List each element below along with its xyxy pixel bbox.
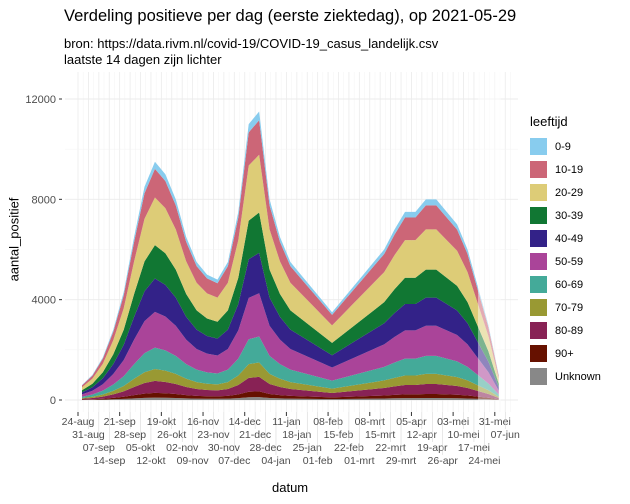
x-tick-label: 22-mrt: [375, 442, 405, 454]
legend-label: 40-49: [555, 232, 584, 245]
legend-label: 50-59: [555, 255, 584, 268]
x-tick-label: 05-apr: [396, 416, 427, 428]
legend-item: 60-69: [530, 273, 601, 296]
x-tick-label: 26-apr: [428, 455, 459, 467]
legend-item: 0-9: [530, 135, 601, 158]
legend-item: 50-59: [530, 250, 601, 273]
x-tick-label: 12-okt: [136, 455, 165, 467]
x-tick-label: 11-jan: [272, 416, 301, 428]
x-tick-label: 31-mei: [479, 416, 511, 428]
area-50-59: [82, 293, 499, 397]
chart-title: Verdeling positieve per dag (eerste ziek…: [64, 7, 517, 25]
x-tick-label: 28-dec: [250, 442, 282, 454]
area-80-89: [82, 376, 499, 400]
legend-item: 80-89: [530, 319, 601, 342]
x-tick-label: 30-nov: [208, 442, 241, 454]
legend-item: 20-29: [530, 181, 601, 204]
x-tick-label: 05-okt: [126, 442, 155, 454]
legend-key: [530, 276, 547, 293]
legend-item: 40-49: [530, 227, 601, 250]
x-tick-label: 10-mei: [447, 429, 479, 441]
x-tick-label: 08-mrt: [355, 416, 385, 428]
x-tick-label: 25-jan: [293, 442, 322, 454]
x-tick-label: 07-sep: [83, 442, 115, 454]
legend-key: [530, 138, 547, 155]
legend-label: 80-89: [555, 324, 584, 337]
x-tick-label: 19-apr: [417, 442, 448, 454]
legend-key: [530, 230, 547, 247]
legend-label: 30-39: [555, 209, 584, 222]
legend-label: 0-9: [555, 140, 571, 153]
legend-key: [530, 184, 547, 201]
x-tick-label: 14-sep: [93, 455, 125, 467]
legend-key: [530, 253, 547, 270]
legend-key: [530, 299, 547, 316]
area-60-69: [82, 336, 499, 399]
x-axis-label: datum: [272, 480, 309, 495]
y-tick-label: 4000: [32, 295, 56, 307]
x-tick-label: 18-jan: [282, 429, 311, 441]
legend-item: 90+: [530, 342, 601, 365]
y-tick-label: 8000: [32, 194, 56, 206]
x-tick-label: 19-okt: [147, 416, 176, 428]
x-tick-label: 24-mei: [468, 455, 500, 467]
legend-label: Unknown: [555, 370, 601, 383]
x-tick-label: 07-jun: [491, 429, 520, 441]
x-tick-label: 14-dec: [229, 416, 261, 428]
area-90+: [82, 391, 499, 400]
x-tick-label: 01-feb: [303, 455, 333, 467]
chart-subtitle-source: bron: https://data.rivm.nl/covid-19/COVI…: [64, 36, 439, 51]
area-70-79: [82, 362, 499, 399]
x-tick-label: 09-nov: [177, 455, 210, 467]
x-tick-label: 03-mei: [437, 416, 469, 428]
legend-item: 30-39: [530, 204, 601, 227]
x-tick-label: 29-mrt: [386, 455, 416, 467]
y-tick-label: 0: [50, 395, 56, 407]
area-30-39: [82, 212, 499, 393]
legend-item: 70-79: [530, 296, 601, 319]
legend-key: [530, 322, 547, 339]
x-tick-label: 08-feb: [313, 416, 343, 428]
legend-key: [530, 207, 547, 224]
legend-label: 90+: [555, 347, 574, 360]
x-tick-label: 15-mrt: [365, 429, 395, 441]
x-tick-label: 07-dec: [218, 455, 250, 467]
legend-label: 20-29: [555, 186, 584, 199]
x-tick-label: 24-aug: [62, 416, 95, 428]
legend-key: [530, 368, 547, 385]
legend-item: 10-19: [530, 158, 601, 181]
area-unknown: [82, 397, 499, 400]
x-tick-label: 15-feb: [324, 429, 354, 441]
legend-key: [530, 345, 547, 362]
legend-label: 60-69: [555, 278, 584, 291]
legend: leeftijd 0-9 10-19 20-29 30-39 40-49 50-59 60-…: [530, 114, 601, 388]
x-tick-label: 02-nov: [166, 442, 199, 454]
x-tick-label: 22-feb: [334, 442, 364, 454]
x-tick-label: 17-mei: [458, 442, 490, 454]
legend-title: leeftijd: [530, 114, 568, 129]
chart-subtitle-note: laatste 14 dagen zijn lichter: [64, 52, 222, 67]
x-tick-label: 21-sep: [104, 416, 136, 428]
area-20-29: [82, 154, 499, 391]
legend-item: Unknown: [530, 365, 601, 388]
recent-days-overlay: [477, 72, 501, 401]
x-tick-label: 23-nov: [197, 429, 230, 441]
area-40-49: [82, 252, 499, 395]
x-tick-label: 12-apr: [407, 429, 438, 441]
x-tick-label: 04-jan: [261, 455, 290, 467]
x-tick-label: 28-sep: [114, 429, 146, 441]
x-tick-label: 21-dec: [239, 429, 271, 441]
legend-label: 70-79: [555, 301, 584, 314]
y-tick-label: 12000: [25, 94, 56, 106]
x-tick-label: 16-nov: [187, 416, 220, 428]
legend-label: 10-19: [555, 163, 584, 176]
x-tick-label: 31-aug: [72, 429, 105, 441]
x-tick-label: 26-okt: [157, 429, 186, 441]
x-tick-label: 01-mrt: [344, 455, 374, 467]
legend-key: [530, 161, 547, 178]
